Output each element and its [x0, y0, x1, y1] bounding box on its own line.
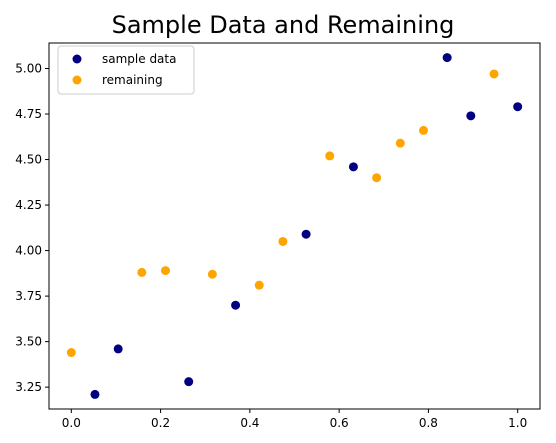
y-tick-label: 5.00 [15, 61, 42, 75]
y-tick-label: 4.75 [15, 107, 42, 121]
plot-area [66, 53, 523, 399]
legend-marker [72, 75, 82, 85]
data-point [418, 125, 428, 135]
data-point [348, 162, 358, 172]
x-tick-label: 0.0 [62, 416, 81, 430]
y-tick-label: 4.50 [15, 153, 42, 167]
x-tick-label: 0.6 [330, 416, 349, 430]
legend-marker [72, 54, 82, 64]
data-point [395, 138, 405, 148]
x-tick-label: 0.2 [151, 416, 170, 430]
data-point [66, 348, 76, 358]
data-point [113, 344, 123, 354]
data-point [184, 377, 194, 387]
axes-frame [48, 42, 541, 410]
y-tick-label: 3.25 [15, 380, 42, 394]
data-point [513, 102, 523, 112]
data-point [325, 151, 335, 161]
y-tick-label: 4.00 [15, 244, 42, 258]
y-tick-label: 4.25 [15, 198, 42, 212]
x-tick-label: 0.4 [240, 416, 259, 430]
data-point [161, 266, 171, 276]
x-tick-label: 1.0 [508, 416, 527, 430]
data-point [466, 111, 476, 121]
data-point [231, 300, 241, 310]
data-point [207, 269, 217, 279]
y-tick-label: 3.75 [15, 289, 42, 303]
legend-label: remaining [102, 73, 163, 87]
data-point [90, 389, 100, 399]
legend: sample data remaining [57, 45, 195, 95]
axes: 0.0 0.2 0.4 0.6 0.8 1.0 3.25 3.50 3.75 4.00 4.25 4.… [15, 42, 541, 430]
x-tick-label: 0.8 [419, 416, 438, 430]
y-tick-label: 3.50 [15, 335, 42, 349]
legend-box [57, 45, 195, 95]
data-point [372, 173, 382, 183]
chart-title: Sample Data and Remaining [112, 11, 455, 39]
data-point [489, 69, 499, 79]
data-point [278, 236, 288, 246]
data-point [254, 280, 264, 290]
data-point [442, 53, 452, 63]
legend-label: sample data [102, 52, 176, 66]
data-point [301, 229, 311, 239]
data-point [137, 267, 147, 277]
